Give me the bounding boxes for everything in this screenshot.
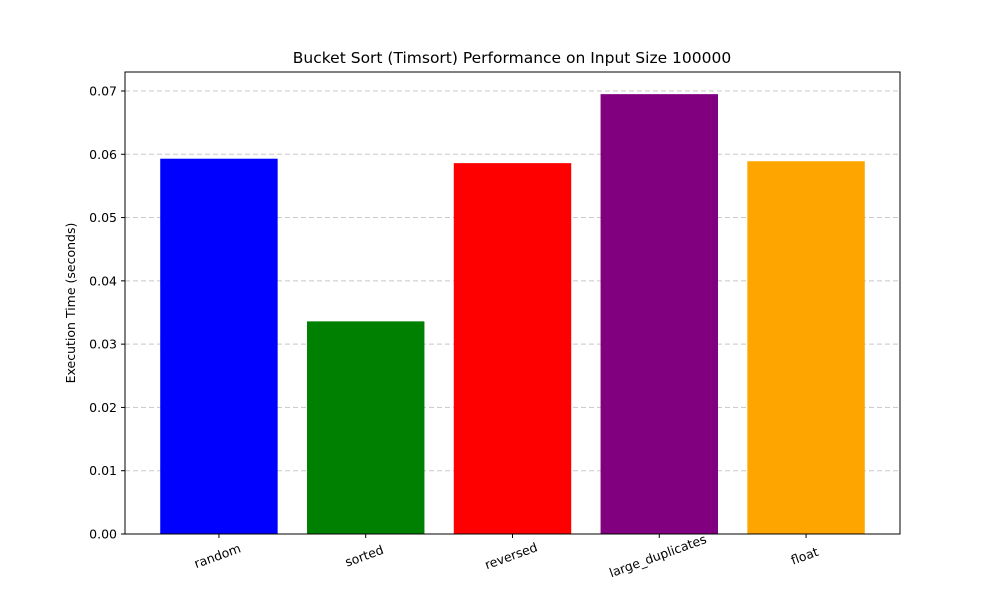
y-tick-label: 0.01 (89, 463, 117, 478)
bar-random (160, 158, 278, 535)
y-tick-label: 0.03 (89, 337, 117, 352)
bar-large-duplicates (600, 94, 718, 534)
y-tick-label: 0.00 (89, 527, 117, 542)
y-tick-label: 0.07 (89, 83, 117, 98)
x-tick-label: large_duplicates (607, 531, 708, 580)
y-tick-label: 0.06 (89, 147, 117, 162)
bar-float (747, 161, 865, 535)
y-axis-ticks: 0.00 0.01 0.02 0.03 0.04 0.05 0.06 0.07 (89, 83, 125, 542)
x-tick-label: random (192, 540, 243, 571)
bar-sorted (307, 321, 425, 534)
x-tick-label: float (789, 544, 821, 568)
y-tick-label: 0.02 (89, 400, 117, 415)
bars (160, 94, 865, 535)
chart-title: Bucket Sort (Timsort) Performance on Inp… (293, 49, 731, 67)
x-tick-label: sorted (343, 542, 386, 570)
x-axis-ticks: random sorted reversed large_duplicates floa… (192, 531, 820, 580)
y-tick-label: 0.05 (89, 210, 117, 225)
x-tick-label: reversed (483, 539, 540, 572)
y-axis-label: Execution Time (seconds) (63, 223, 78, 384)
y-tick-label: 0.04 (89, 273, 117, 288)
bar-reversed (453, 163, 572, 534)
